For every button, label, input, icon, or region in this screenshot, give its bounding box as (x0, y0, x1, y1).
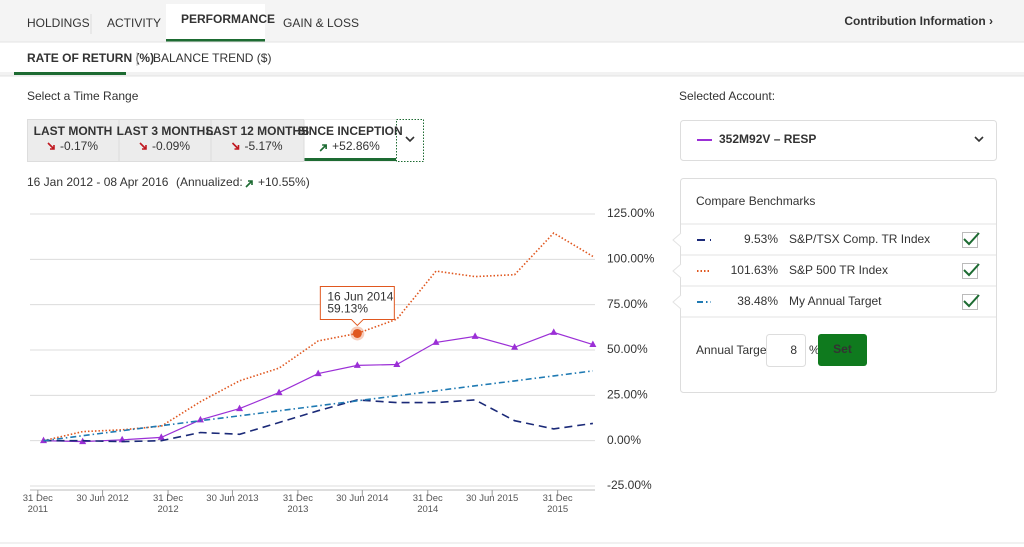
point-marker (471, 332, 479, 339)
y-tick-label: 0.00% (607, 433, 641, 447)
range-return: -5.17% (244, 139, 282, 153)
active-range-bg (304, 119, 396, 162)
point-marker (196, 415, 204, 423)
tab[interactable]: PERFORMANCE (181, 12, 275, 26)
row-notch (672, 263, 682, 279)
set-button-label[interactable]: Set (833, 342, 852, 356)
tooltip-value: 59.13% (327, 302, 368, 316)
tooltip-box (319, 285, 395, 327)
y-tick-label: 125.00% (607, 206, 655, 220)
tooltip-date: 16 Jun 2014 (327, 290, 393, 304)
point-marker (550, 328, 558, 335)
y-tick-label: 50.00% (607, 342, 648, 356)
range-return: -0.09% (152, 139, 190, 153)
point-marker (236, 404, 244, 412)
tab[interactable]: HOLDINGS (27, 16, 90, 30)
target-value: 8 (790, 343, 797, 357)
legend-entry: S&P/TSX Comp. TR Index (789, 232, 930, 246)
active-tab-underline (166, 39, 265, 42)
up-arrow-icon (245, 180, 253, 188)
benchmark-checkbox[interactable] (962, 232, 978, 248)
x-tick-label: 31 Dec 2011 (22, 493, 53, 515)
benchmark-return: 9.53% (744, 232, 778, 246)
point-marker (353, 361, 361, 368)
target-input[interactable] (766, 334, 806, 367)
range-dropdown[interactable] (396, 119, 424, 162)
benchmark-return: 101.63% (731, 263, 779, 277)
trend-arrow-icon (47, 142, 55, 150)
y-tick-label: 75.00% (607, 297, 648, 311)
trend-arrow-icon (319, 144, 327, 152)
row-notch (672, 232, 682, 248)
y-tick-label: -25.00% (607, 478, 652, 492)
point-marker (275, 388, 283, 396)
panel-title: Compare Benchmarks (696, 194, 815, 208)
check-icon (963, 294, 980, 308)
section-label: Selected Account: (679, 89, 775, 103)
account-select[interactable] (680, 120, 997, 161)
point-marker (157, 433, 165, 440)
point-marker (118, 435, 126, 443)
series-line (43, 399, 594, 443)
x-tick-label: 31 Dec 2015 (542, 493, 573, 515)
trend-arrow-icon (139, 142, 147, 150)
divider (0, 72, 1024, 76)
check-icon (963, 232, 980, 246)
tab[interactable]: ACTIVITY (107, 16, 161, 30)
x-tick-label: 31 Dec 2013 (282, 493, 313, 515)
trend-arrow-icon (231, 142, 240, 150)
set-button[interactable] (818, 334, 867, 366)
hover-point (352, 328, 362, 338)
point-marker (511, 343, 519, 350)
chevron-icon (974, 136, 984, 143)
x-tick-label: 31 Dec 2014 (412, 493, 443, 515)
x-tick-label: 30 Jun 2014 (336, 493, 389, 504)
range-label: LAST 12 MONTHS (206, 124, 309, 138)
section-label: Select a Time Range (27, 89, 139, 103)
series-line (43, 370, 594, 442)
x-tick-label: 31 Dec 2012 (152, 493, 184, 515)
date-range: 16 Jan 2012 - 08 Apr 2016 (27, 175, 169, 189)
legend-entry: My Annual Target (789, 294, 882, 308)
range-return: +52.86% (332, 139, 380, 153)
range-return: -0.17% (60, 139, 98, 153)
benchmark-return: 38.48% (737, 294, 778, 308)
check-icon (963, 263, 980, 277)
legend-entry: S&P 500 TR Index (789, 263, 888, 277)
subtab[interactable]: RATE OF RETURN (%) (27, 51, 154, 65)
point-marker (393, 360, 401, 368)
point-marker (589, 340, 597, 348)
series-line (43, 231, 594, 442)
point-marker (314, 369, 322, 377)
account-name: 352M92V – RESP (719, 132, 816, 146)
target-unit: % (809, 343, 820, 357)
y-tick-label: 25.00% (607, 388, 648, 402)
benchmark-checkbox[interactable] (962, 263, 978, 279)
subtab[interactable]: BALANCE TREND ($) (153, 51, 271, 65)
contribution-link[interactable]: Contribution Information › (844, 14, 993, 28)
active-range-underline (304, 158, 396, 161)
x-tick-label: 30 Jun 2015 (466, 493, 519, 504)
series-line (43, 331, 594, 443)
range-label: LAST 3 MONTHS (117, 124, 214, 138)
y-tick-label: 100.00% (607, 252, 655, 266)
benchmark-checkbox[interactable] (962, 294, 978, 310)
row-notch (672, 294, 682, 310)
tab[interactable]: GAIN & LOSS (283, 16, 359, 30)
x-tick-label: 30 Jun 2012 (76, 493, 129, 504)
annualized-label: (Annualized: (176, 175, 243, 189)
range-label: LAST MONTH (34, 124, 113, 138)
point-marker (432, 338, 440, 345)
active-tab-bg (166, 4, 265, 42)
x-tick-label: 30 Jun 2013 (206, 493, 259, 504)
target-label: Annual Target (696, 343, 771, 357)
active-subtab-underline (14, 72, 126, 75)
range-label: SINCE INCEPTION (297, 124, 402, 138)
annualized-return: +10.55%) (258, 175, 310, 189)
chevron-icon (405, 136, 415, 143)
